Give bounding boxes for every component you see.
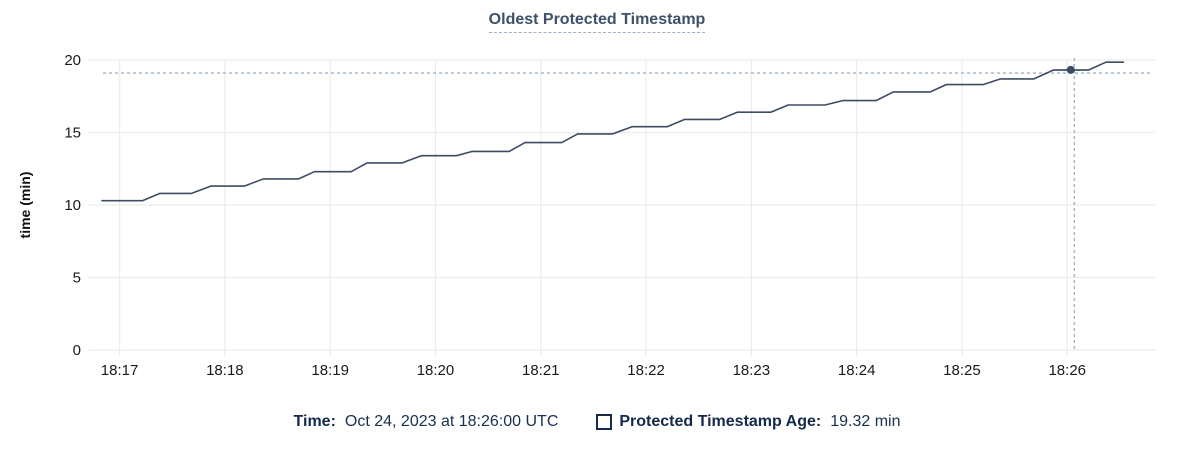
x-tick-label: 18:19 (311, 362, 349, 379)
chart-title-row: Oldest Protected Timestamp (0, 11, 1194, 33)
x-tick-label: 18:21 (522, 362, 560, 379)
tooltip-age-value: 19.32 min (830, 413, 901, 430)
y-tick-label: 20 (64, 52, 81, 69)
y-tick-label: 5 (73, 270, 81, 287)
x-tick-label: 18:25 (943, 362, 981, 379)
tooltip-time-label: Time: (293, 413, 336, 430)
hover-tooltip-bar: Time: Oct 24, 2023 at 18:26:00 UTC Prote… (0, 413, 1194, 431)
tooltip-age-group: Protected Timestamp Age: 19.32 min (596, 413, 900, 431)
tooltip-time-group: Time: Oct 24, 2023 at 18:26:00 UTC (294, 413, 559, 431)
legend-series-checkbox[interactable] (596, 414, 613, 430)
y-tick-label: 15 (64, 125, 81, 142)
line-chart[interactable]: 0 5 10 15 20 18:17 18:18 18:19 18:20 18:21 18:22 18… (0, 0, 1194, 400)
y-tick-label: 0 (73, 342, 81, 359)
tooltip-time-value: Oct 24, 2023 at 18:26:00 UTC (344, 413, 559, 430)
x-tick-label: 18:26 (1048, 362, 1086, 379)
chart-title[interactable]: Oldest Protected Timestamp (488, 11, 706, 33)
x-tick-label: 18:23 (733, 362, 771, 379)
highlight-dot (1066, 65, 1075, 74)
tooltip-age-label: Protected Timestamp Age: (619, 413, 822, 430)
x-tick-label: 18:17 (101, 362, 139, 379)
x-tick-label: 18:24 (838, 362, 876, 379)
y-axis-title: time (min) (17, 172, 33, 239)
series-line (101, 61, 1125, 202)
y-tick-label: 10 (64, 197, 81, 214)
x-tick-label: 18:22 (627, 362, 665, 379)
x-tick-label: 18:20 (417, 362, 455, 379)
x-tick-label: 18:18 (206, 362, 244, 379)
